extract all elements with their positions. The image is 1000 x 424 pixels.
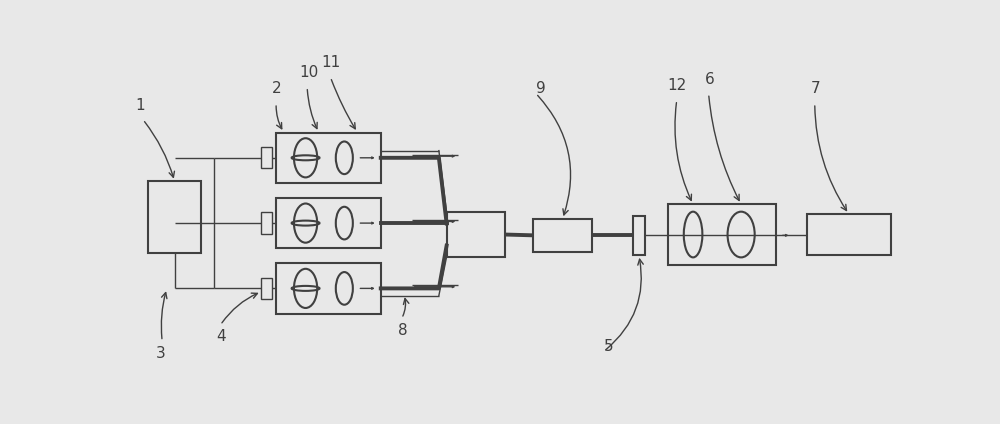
Bar [276, 132, 381, 183]
Bar [668, 204, 776, 265]
Text: 9: 9 [536, 81, 546, 96]
Text: 12: 12 [668, 78, 687, 93]
Text: 5: 5 [604, 339, 614, 354]
Bar [261, 278, 272, 299]
Bar [276, 198, 381, 248]
Text: 7: 7 [811, 81, 820, 96]
Bar [261, 147, 272, 168]
Bar [807, 214, 891, 255]
Text: 3: 3 [156, 346, 166, 361]
Text: 4: 4 [216, 329, 226, 344]
Bar [447, 212, 505, 257]
Text: 1: 1 [135, 98, 145, 113]
Text: 6: 6 [705, 72, 714, 86]
Bar [533, 219, 592, 252]
Bar [276, 263, 381, 314]
Text: 10: 10 [299, 65, 319, 80]
Bar [261, 212, 272, 234]
Bar [148, 181, 201, 253]
Text: 8: 8 [398, 323, 407, 338]
Bar [633, 216, 645, 255]
Text: 2: 2 [272, 81, 282, 96]
Text: 11: 11 [321, 55, 340, 70]
